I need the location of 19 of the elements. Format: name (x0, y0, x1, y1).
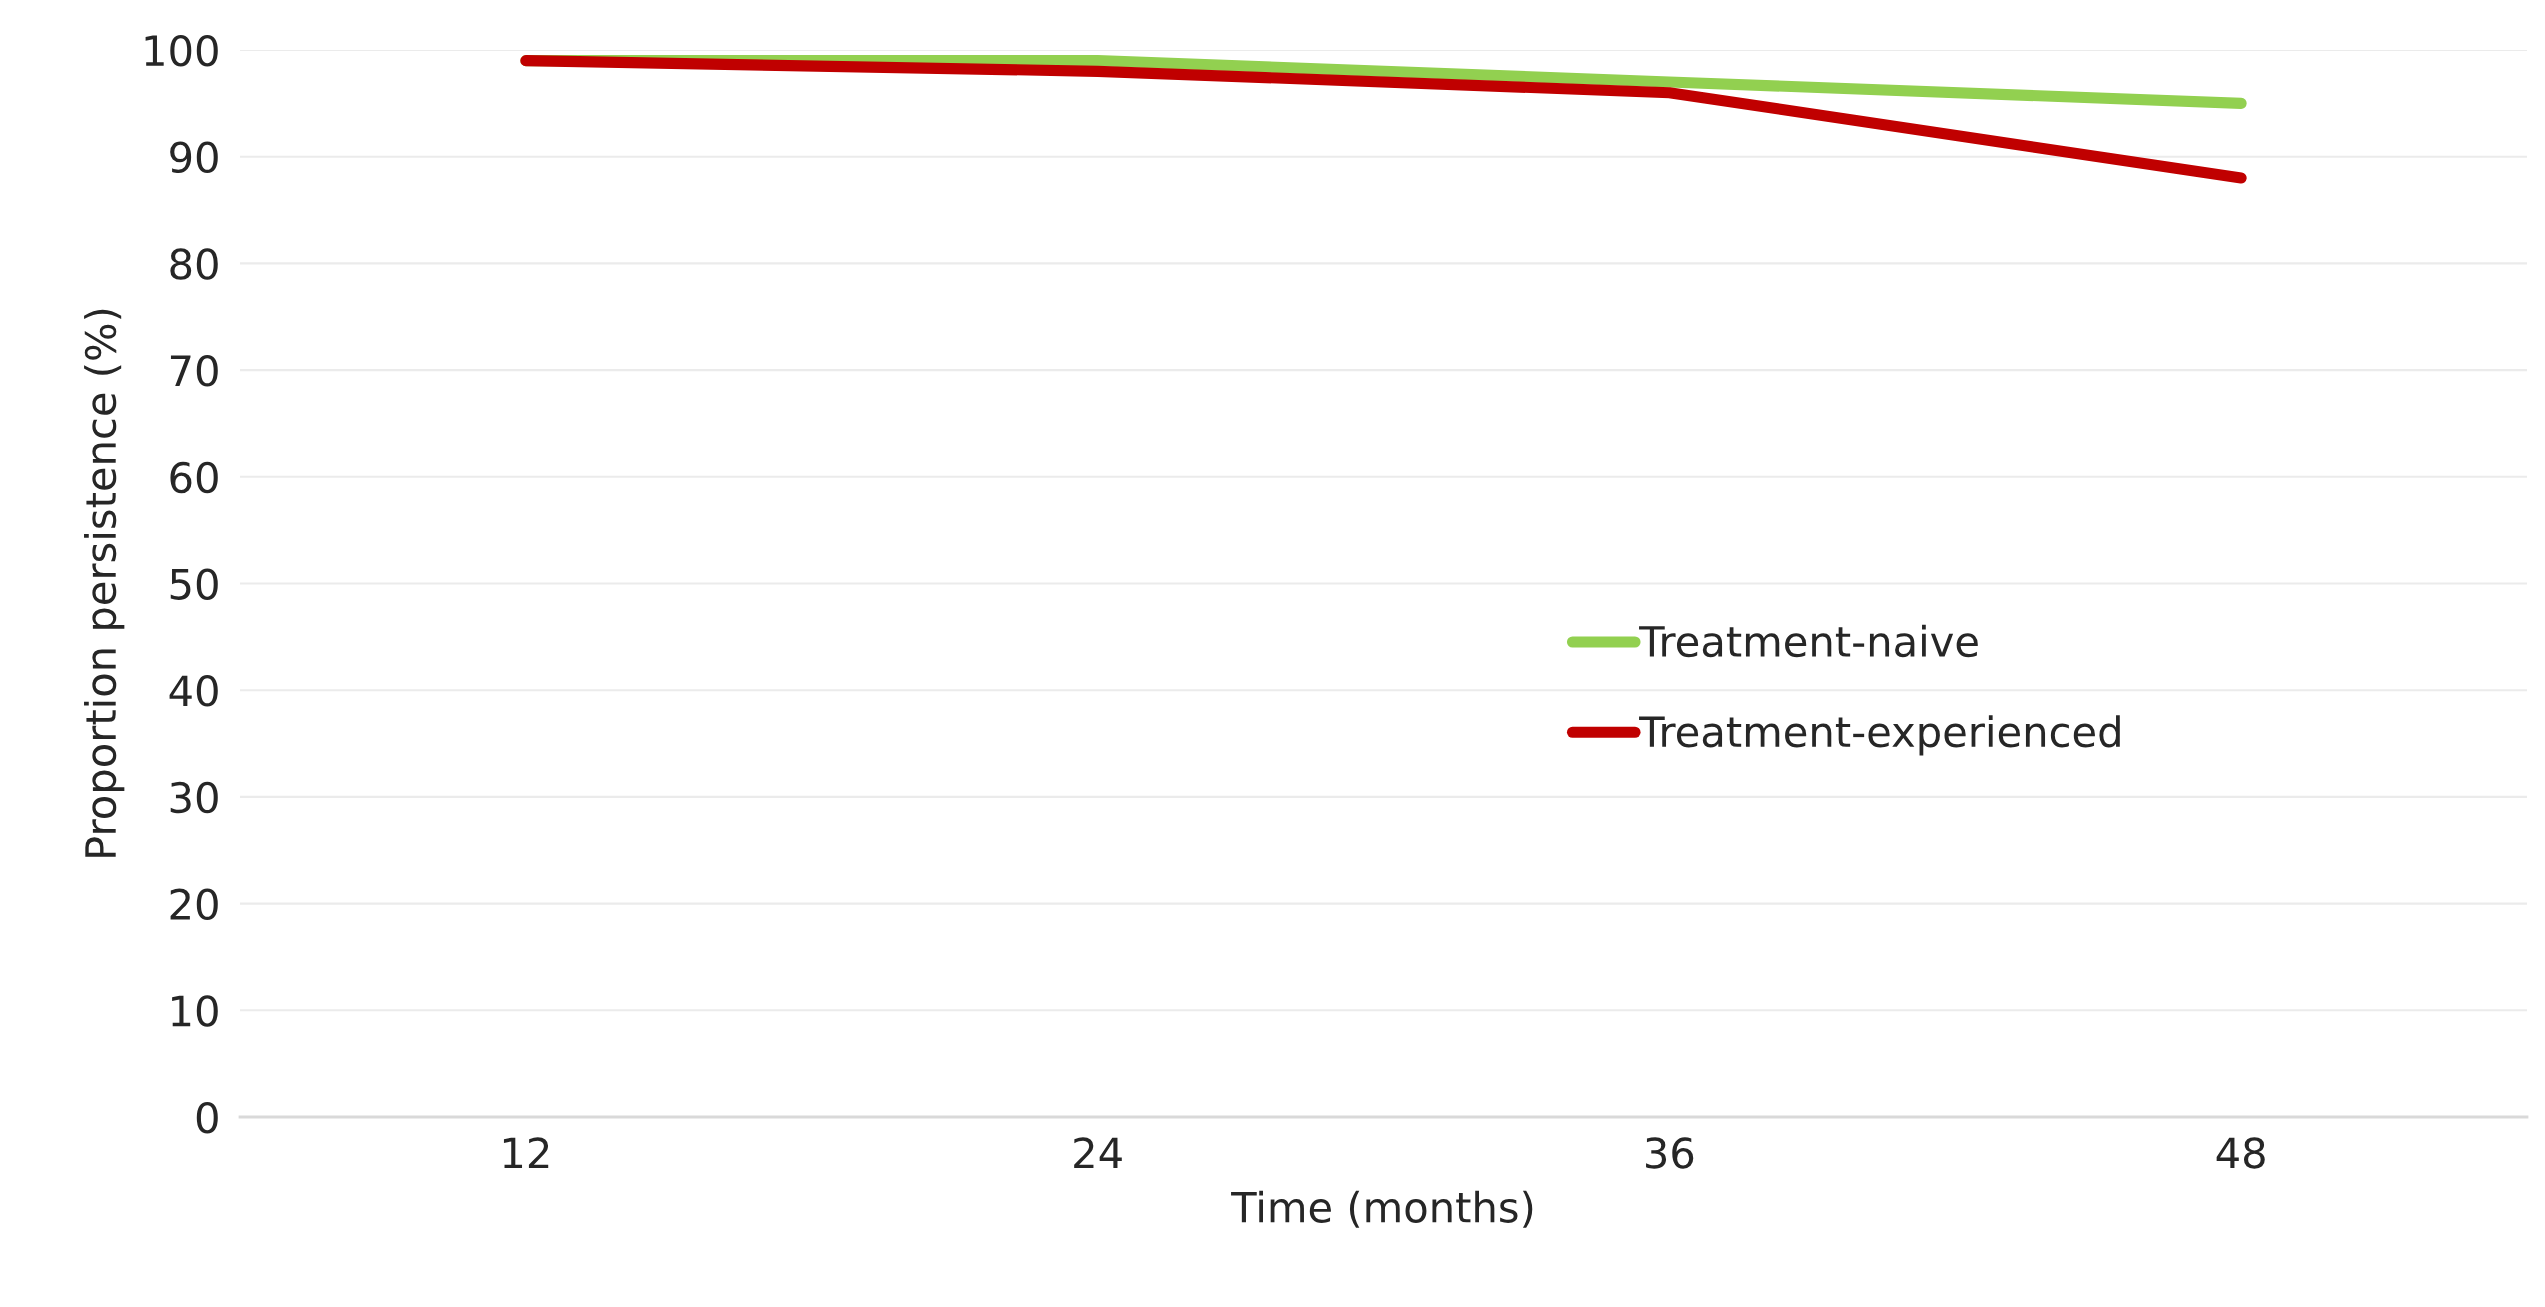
y-tick-label: 50 (170, 568, 218, 600)
y-axis-title: Proportion persistence (%) (84, 309, 125, 857)
x-tick-label: 48 (2216, 1137, 2265, 1169)
legend-label: Treatment-experienced (1639, 715, 2120, 756)
x-tick-label: 24 (1074, 1137, 1122, 1169)
y-tick-label: 40 (169, 675, 218, 707)
y-tick-label: 30 (170, 781, 218, 814)
legend-label: Treatment-naive (1639, 624, 1978, 658)
y-tick-label: 100 (145, 34, 218, 67)
y-tick-label: 10 (172, 995, 218, 1027)
y-tick-label: 80 (170, 248, 218, 280)
x-tick-label: 12 (503, 1137, 549, 1169)
y-tick-label: 90 (170, 141, 218, 174)
y-tick-label: 20 (170, 888, 218, 921)
x-axis-title: Time (months) (1231, 1190, 1533, 1228)
x-tick-label: 36 (1646, 1137, 1694, 1169)
y-tick-label: 70 (170, 355, 218, 387)
y-tick-label: 60 (170, 461, 218, 494)
y-tick-label: 0 (196, 1101, 218, 1134)
